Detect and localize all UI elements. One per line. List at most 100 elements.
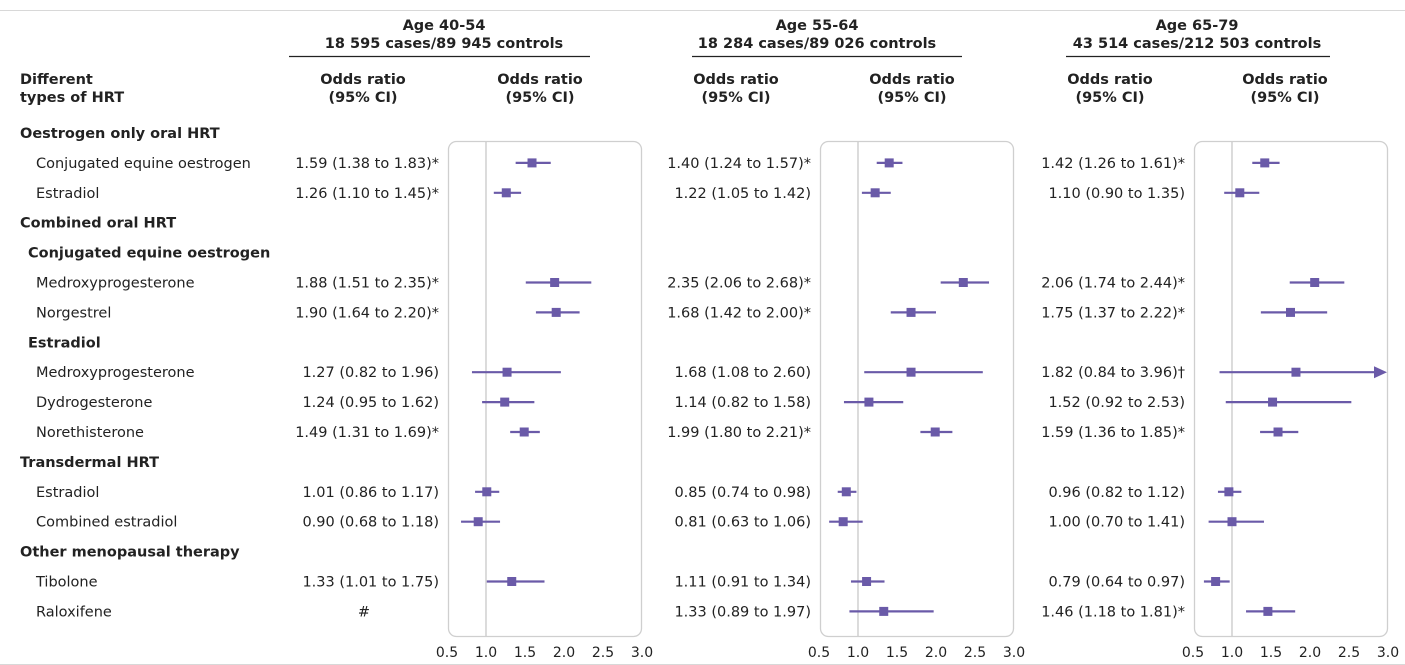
- odds-ratio-text: 1.82 (0.84 to 3.96)†: [1041, 365, 1185, 381]
- plot-panel-3: [1193, 140, 1389, 638]
- odds-ratio-marker: [879, 606, 889, 616]
- odds-ratio-marker: [507, 577, 517, 586]
- odds-ratio-text: 2.06 (1.74 to 2.44)*: [1041, 276, 1185, 292]
- odds-ratio-text: 1.27 (0.82 to 1.96): [302, 365, 439, 381]
- odds-ratio-marker: [500, 397, 510, 407]
- odds-ratio-marker: [501, 188, 511, 198]
- odds-ratio-text: 1.11 (0.91 to 1.34): [674, 575, 811, 591]
- group-counts: 18 595 cases/89 945 controls: [325, 36, 563, 52]
- odds-ratio-marker: [551, 307, 561, 317]
- odds-ratio-marker: [870, 188, 880, 198]
- odds-ratio-header: Odds ratio: [320, 72, 406, 88]
- odds-ratio-text: 1.24 (0.95 to 1.62): [302, 395, 439, 411]
- odds-ratio-marker: [906, 307, 916, 317]
- row-label: Dydrogesterone: [36, 395, 152, 411]
- row-label: Combined estradiol: [36, 515, 177, 531]
- odds-ratio-text: 1.10 (0.90 to 1.35): [1048, 186, 1185, 202]
- odds-ratio-marker: [519, 427, 529, 437]
- odds-ratio-text: 1.75 (1.37 to 2.22)*: [1041, 305, 1185, 321]
- group-counts: 18 284 cases/89 026 controls: [698, 36, 936, 52]
- odds-ratio-header: Odds ratio: [693, 72, 779, 88]
- odds-ratio-marker: [1235, 188, 1245, 198]
- odds-ratio-marker: [1268, 397, 1278, 407]
- odds-ratio-header: Odds ratio: [1067, 72, 1153, 88]
- odds-ratio-text: 1.01 (0.86 to 1.17): [302, 485, 439, 501]
- section-heading: Combined oral HRT: [20, 216, 176, 232]
- odds-ratio-text: 1.46 (1.18 to 1.81)*: [1041, 604, 1185, 620]
- odds-ratio-text: 1.90 (1.64 to 2.20)*: [295, 305, 439, 321]
- odds-ratio-text: 1.49 (1.31 to 1.69)*: [295, 425, 439, 441]
- odds-ratio-text: 1.22 (1.05 to 1.42): [674, 186, 811, 202]
- odds-ratio-text: 1.59 (1.38 to 1.83)*: [295, 156, 439, 172]
- odds-ratio-text: 0.81 (0.63 to 1.06): [674, 515, 811, 531]
- axis-tick-label: 1.0: [475, 645, 497, 661]
- odds-ratio-header: Odds ratio: [497, 72, 583, 88]
- row-label: Medroxyprogesterone: [36, 276, 195, 292]
- odds-ratio-marker: [841, 487, 851, 497]
- axis-tick-label: 1.5: [886, 645, 908, 661]
- odds-ratio-text: 1.52 (0.92 to 2.53): [1048, 395, 1185, 411]
- odds-ratio-marker: [1227, 517, 1237, 527]
- axis-tick-label: 3.0: [631, 645, 653, 661]
- axis-tick-label: 2.0: [925, 645, 947, 661]
- axis-tick-label: 2.0: [553, 645, 575, 661]
- axis-tick-label: 2.5: [1338, 645, 1360, 661]
- odds-ratio-text: 0.79 (0.64 to 0.97): [1048, 575, 1185, 591]
- odds-ratio-text: 1.14 (0.82 to 1.58): [674, 395, 811, 411]
- ci-header: (95% CI): [1075, 90, 1144, 106]
- odds-ratio-marker: [1273, 427, 1283, 437]
- ci-header: (95% CI): [328, 90, 397, 106]
- odds-ratio-text: 1.59 (1.36 to 1.85)*: [1041, 425, 1185, 441]
- odds-ratio-marker: [1224, 487, 1234, 497]
- odds-ratio-marker: [1211, 577, 1221, 586]
- row-label: Norethisterone: [36, 425, 144, 441]
- odds-ratio-text: 1.00 (0.70 to 1.41): [1048, 515, 1185, 531]
- odds-ratio-marker: [862, 577, 872, 586]
- table-rows: Oestrogen only oral HRT Conjugated equine…: [20, 126, 1387, 620]
- odds-ratio-marker: [930, 427, 940, 437]
- row-label: Estradiol: [36, 485, 99, 501]
- odds-ratio-text: 1.88 (1.51 to 2.35)*: [295, 276, 439, 292]
- row-label-header-line2: types of HRT: [20, 90, 124, 106]
- odds-ratio-marker: [527, 158, 537, 168]
- group-title: Age 55-64: [776, 18, 859, 34]
- odds-ratio-marker: [550, 278, 560, 287]
- odds-ratio-text: 1.26 (1.10 to 1.45)*: [295, 186, 439, 202]
- row-label: Tibolone: [35, 575, 98, 591]
- section-heading: Transdermal HRT: [20, 455, 159, 471]
- plot-panel-1: [447, 140, 643, 638]
- axis-tick-label: 0.5: [808, 645, 830, 661]
- odds-ratio-marker: [1260, 158, 1270, 168]
- odds-ratio-text: 1.99 (1.80 to 2.21)*: [667, 425, 811, 441]
- group-counts: 43 514 cases/212 503 controls: [1073, 36, 1321, 52]
- row-label: Estradiol: [36, 186, 99, 202]
- group-title: Age 65-79: [1156, 18, 1239, 34]
- axis-tick-label: 0.5: [1182, 645, 1204, 661]
- subsection-heading: Estradiol: [28, 335, 101, 351]
- axis-tick-label: 1.0: [847, 645, 869, 661]
- odds-ratio-marker: [884, 158, 894, 168]
- odds-ratio-text: 1.33 (0.89 to 1.97): [674, 604, 811, 620]
- ci-header: (95% CI): [1250, 90, 1319, 106]
- axis-tick-label: 1.0: [1221, 645, 1243, 661]
- odds-ratio-marker: [864, 397, 874, 407]
- axis-tick-label: 3.0: [1377, 645, 1399, 661]
- odds-ratio-marker: [838, 517, 848, 527]
- axis-tick-label: 2.5: [592, 645, 614, 661]
- axis-tick-label: 3.0: [1003, 645, 1025, 661]
- odds-ratio-text: 1.42 (1.26 to 1.61)*: [1041, 156, 1185, 172]
- odds-ratio-header: Odds ratio: [1242, 72, 1328, 88]
- odds-ratio-text: 0.96 (0.82 to 1.12): [1048, 485, 1185, 501]
- odds-ratio-header: Odds ratio: [869, 72, 955, 88]
- ci-header: (95% CI): [877, 90, 946, 106]
- odds-ratio-marker: [958, 278, 968, 287]
- row-label: Medroxyprogesterone: [36, 365, 195, 381]
- odds-ratio-marker: [502, 367, 512, 377]
- ci-header: (95% CI): [505, 90, 574, 106]
- odds-ratio-marker: [1286, 307, 1295, 317]
- section-heading: Other menopausal therapy: [20, 545, 240, 561]
- age-group-panels: Age 40-54 18 595 cases/89 945 controls Odd…: [289, 18, 1399, 661]
- plot-panel-2: [819, 140, 1015, 638]
- ci-header: (95% CI): [701, 90, 770, 106]
